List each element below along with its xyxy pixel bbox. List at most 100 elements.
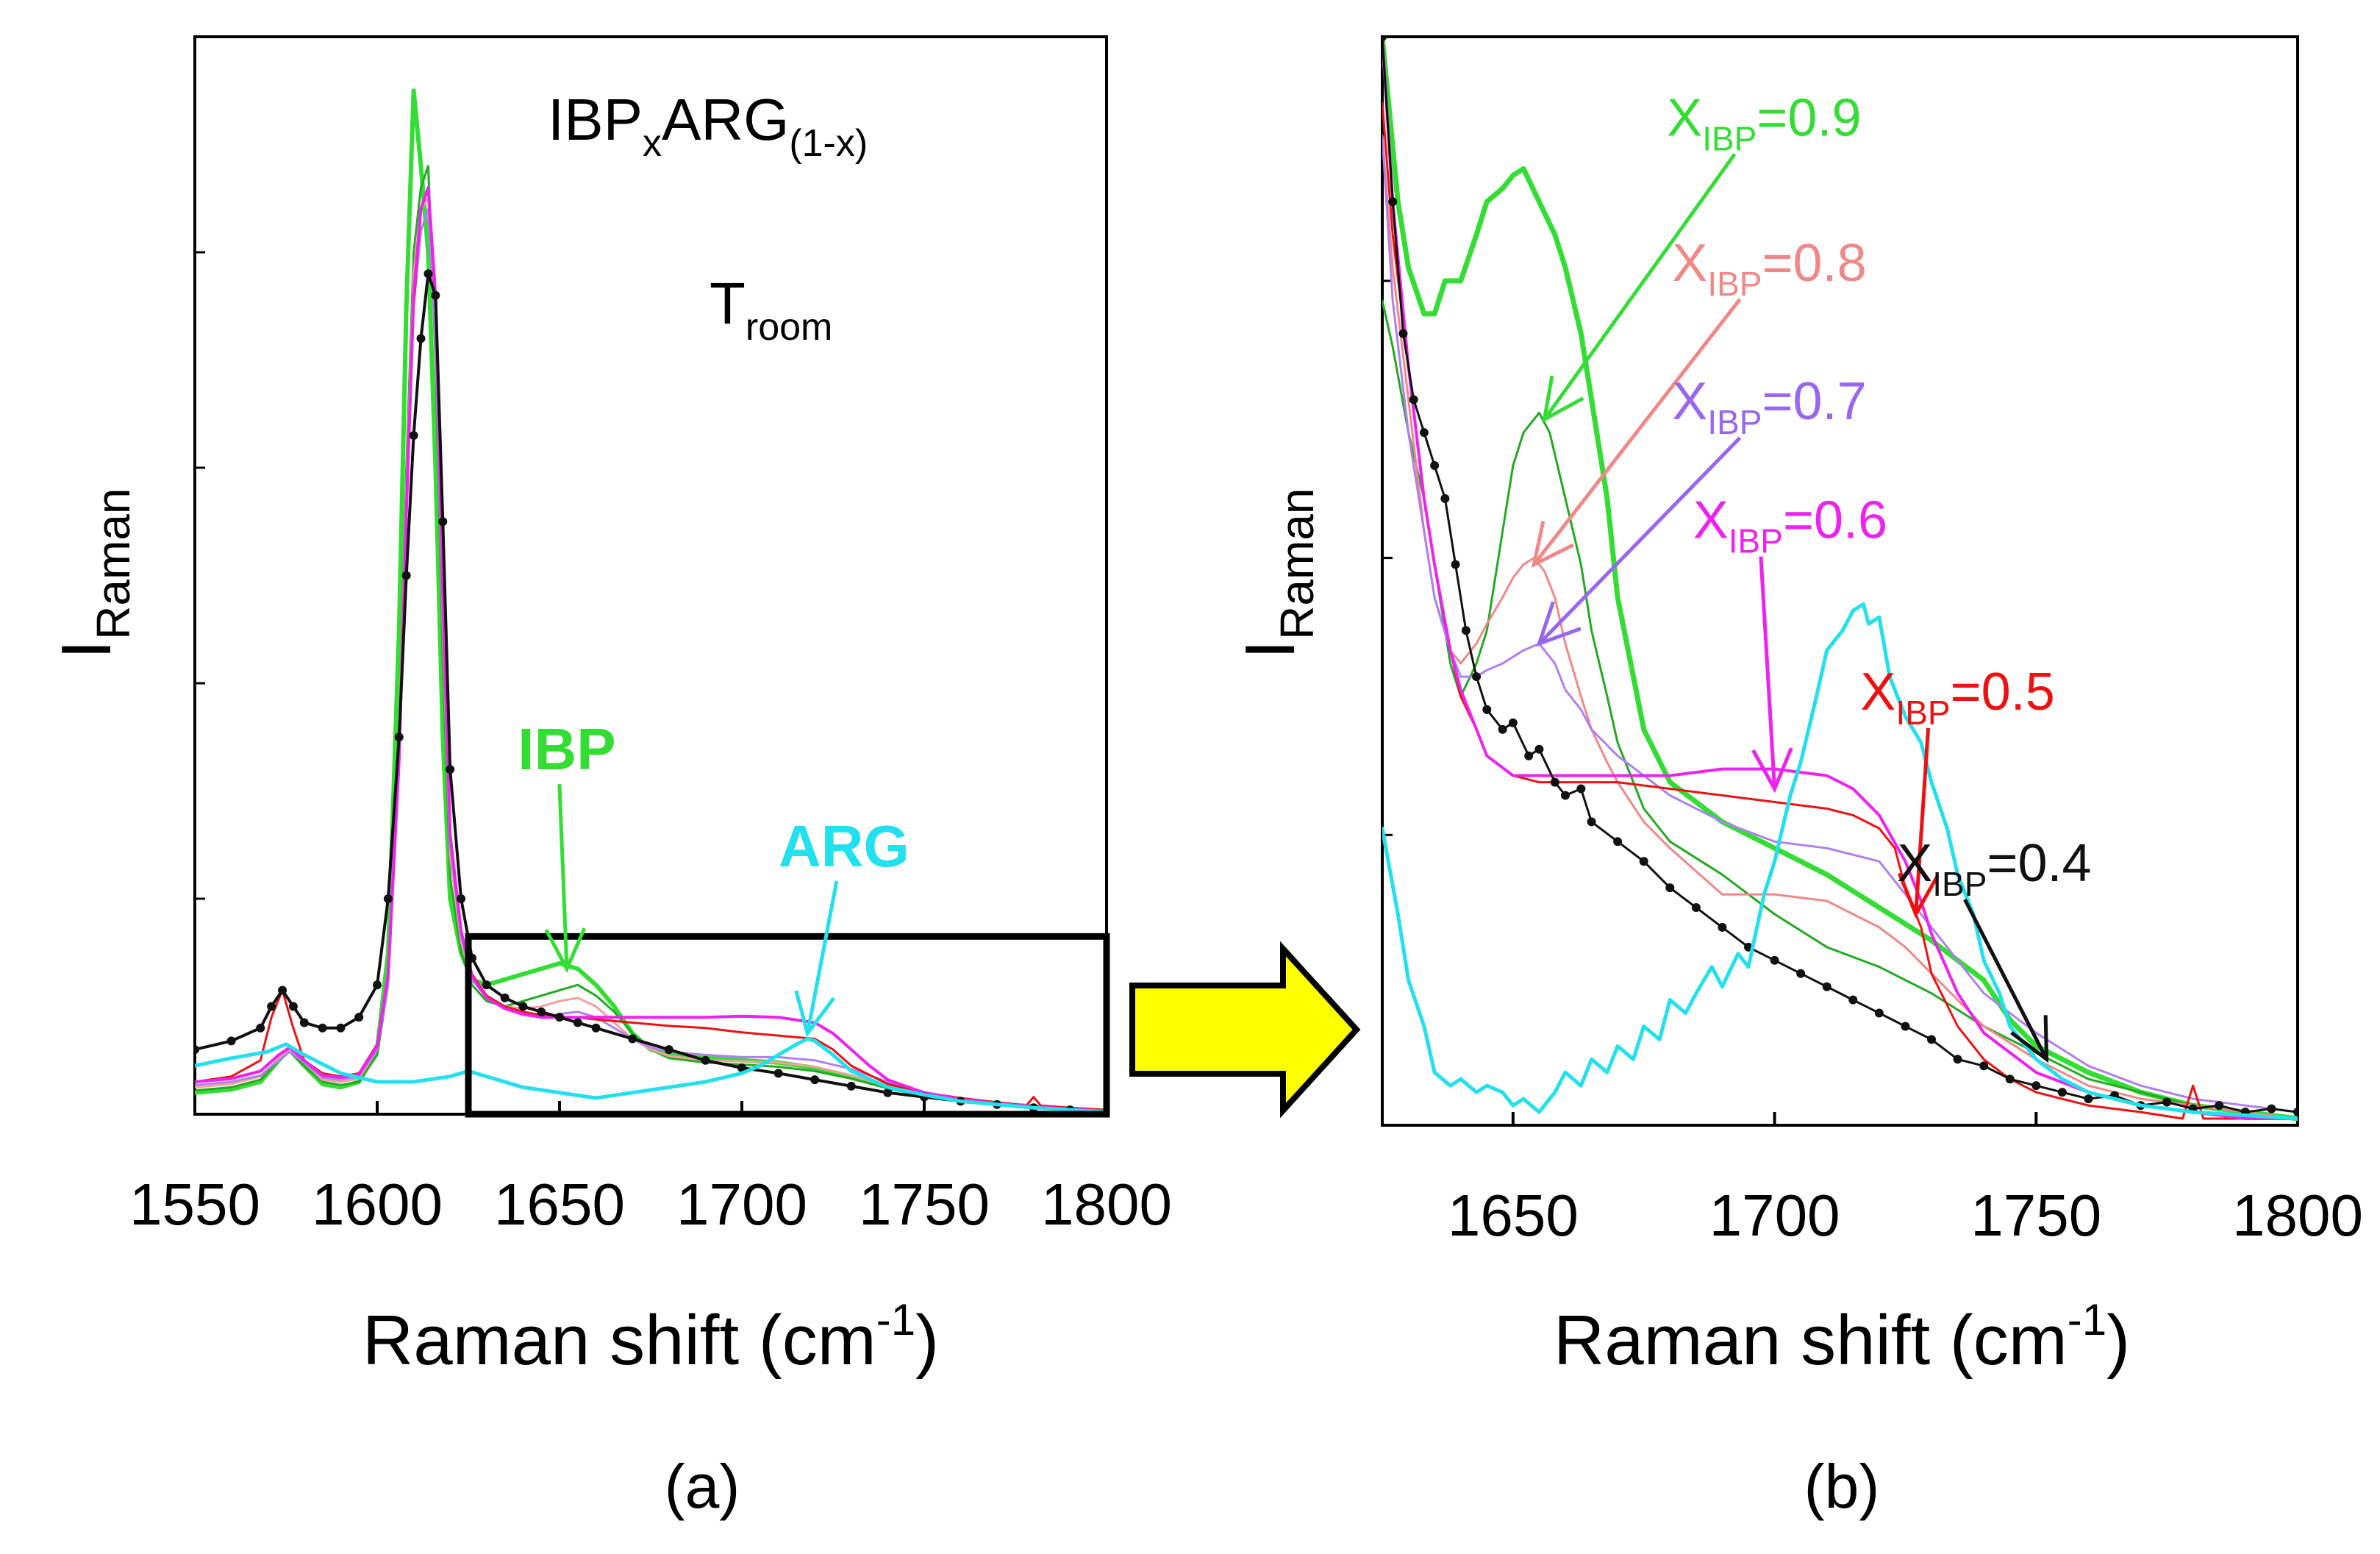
series-point: [1796, 969, 1806, 978]
series-point: [1718, 922, 1727, 932]
series-point: [1822, 982, 1832, 991]
series-point: [1524, 751, 1534, 760]
series-point: [354, 1013, 364, 1022]
series-line: [1382, 602, 2298, 1121]
annotation-arrow: [1914, 727, 1931, 915]
series-point: [737, 1063, 746, 1073]
series-line: [1382, 299, 2298, 1120]
series-point: [1534, 744, 1544, 754]
series-line: [195, 197, 1107, 1113]
series-point: [394, 733, 404, 742]
annotation-arrow: [1537, 436, 1742, 645]
series-point: [518, 1002, 528, 1011]
series-point: [446, 765, 455, 774]
panel-a-series: [195, 88, 1107, 1114]
series-point: [416, 334, 426, 343]
x-tick-label: 1600: [312, 1172, 443, 1237]
series-point: [373, 980, 382, 990]
series-point: [1576, 784, 1586, 794]
series-point: [288, 1002, 298, 1011]
series-point: [1587, 817, 1596, 827]
series-point: [1901, 1022, 1910, 1031]
series-point: [500, 993, 510, 1002]
annotation-arrowhead: [1531, 521, 1575, 569]
x-tick-label: 1800: [1041, 1172, 1172, 1237]
series-point: [537, 1007, 546, 1016]
series-point: [2162, 1097, 2172, 1107]
x-tick-label: 1650: [494, 1172, 625, 1237]
series-point: [1472, 672, 1482, 682]
series-point: [773, 1069, 783, 1078]
series-point: [336, 1023, 346, 1033]
panel-b-x-axis-label: Raman shift (cm-1): [1554, 1295, 2130, 1380]
series-point: [846, 1081, 856, 1091]
series-line: [195, 88, 1107, 1113]
series-point: [278, 985, 287, 995]
annotation-arrowhead: [1897, 872, 1940, 919]
annotation-arrowhead: [1542, 375, 1584, 423]
x-tick-label: 1700: [676, 1172, 807, 1237]
series-line: [195, 165, 1107, 1113]
series-point: [1461, 626, 1470, 635]
series-point: [438, 517, 448, 527]
series-point: [1482, 705, 1492, 714]
panel-a-y-ticks: [195, 35, 205, 1116]
series-point: [256, 1023, 265, 1033]
series-point: [701, 1055, 710, 1065]
annotation-arrow: [1543, 153, 1737, 421]
series-point: [2084, 1094, 2093, 1104]
panel-b-y-axis-label: IRaman: [1231, 488, 1323, 660]
series-point: [2215, 1101, 2224, 1111]
series-point: [1770, 955, 1779, 965]
series-line: [195, 186, 1107, 1111]
annotation-arrowhead: [544, 927, 587, 973]
x-tick-label: 1650: [1448, 1183, 1579, 1248]
series-point: [1848, 995, 1858, 1005]
series-point: [1508, 718, 1518, 727]
x-tick-label: 1700: [1709, 1183, 1840, 1248]
series-point: [1613, 837, 1623, 846]
series-point: [2031, 1081, 2041, 1091]
series-point: [383, 894, 393, 903]
annotation-arrowhead: [1536, 601, 1582, 647]
panel-b-series: [1382, 37, 2298, 1122]
series-line: [1382, 37, 2298, 1113]
panel-b-composition-labels: XIBP=0.9 XIBP=0.8 XIBP=0.7 XIBP=0.6 XIBP=0.5…: [1531, 89, 2092, 1063]
x-tick-label: 1800: [2232, 1183, 2363, 1248]
panel-a: 1550 1600 1650 1700 1750 1800 IBP ARG IBPxARG(…: [47, 35, 1172, 1521]
series-line: [195, 186, 1107, 1113]
series-point: [195, 1045, 199, 1055]
annotation-arrowhead: [2010, 1015, 2049, 1063]
series-point: [226, 1036, 236, 1046]
panel-a-x-axis-label: Raman shift (cm-1): [362, 1295, 939, 1380]
series-point: [1639, 857, 1648, 866]
series-line: [195, 207, 1107, 1113]
x-tick-label: 1550: [129, 1172, 260, 1237]
panel-a-peak-labels: IBP ARG: [518, 716, 910, 1038]
series-line: [195, 1037, 1107, 1114]
panel-a-zoom-box: [465, 933, 1110, 1118]
series-point: [1927, 1035, 1936, 1044]
panel-a-label: (a): [665, 1452, 740, 1521]
series-point: [1979, 1061, 1989, 1071]
panel-a-y-axis-label: IRaman: [47, 488, 140, 660]
peak-label: IBP: [518, 716, 615, 782]
series-point: [1953, 1055, 1962, 1064]
series-point: [573, 1018, 582, 1027]
series-point: [457, 894, 466, 903]
zoom-region: [465, 933, 1110, 1118]
series-line: [1382, 135, 2298, 1113]
panel-b-label: (b): [1804, 1452, 1880, 1521]
series-point: [431, 291, 440, 300]
series-point: [318, 1023, 327, 1033]
series-point: [1419, 428, 1429, 438]
annotation-arrowhead: [1751, 747, 1793, 794]
composition-label: XIBP=0.5: [1860, 663, 2054, 732]
series-point: [1665, 883, 1675, 893]
series-point: [1451, 560, 1460, 569]
series-point: [591, 1023, 601, 1033]
composition-label: XIBP=0.4: [1897, 834, 2091, 903]
series-point: [2293, 1108, 2298, 1117]
panel-b: 1650 1700 1750 1800 XIBP=0.9XIBP=0.8XIBP=0.…: [1231, 35, 2363, 1521]
